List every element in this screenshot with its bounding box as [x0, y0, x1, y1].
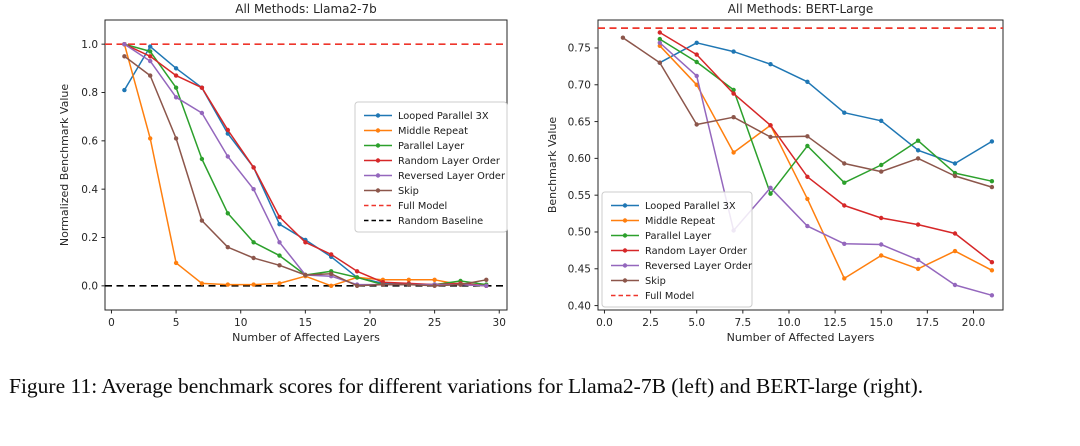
- x-tick-label: 20.0: [962, 317, 985, 329]
- y-tick-label: 0.70: [568, 79, 591, 91]
- x-axis-label: Number of Affected Layers: [232, 331, 380, 344]
- legend-label: Looped Parallel 3X: [645, 201, 736, 212]
- x-tick-label: 10: [234, 317, 247, 329]
- series-skip: [122, 54, 489, 288]
- x-tick-label: 0.0: [596, 317, 613, 329]
- legend: Looped Parallel 3X Middle Repeat Parallel …: [354, 101, 508, 233]
- bert-large-chart: 0.0 2.5 5.0 7.5 10.0 12.5 15.0 17.5 20.0 0.40 0.45…: [546, 2, 1004, 344]
- chart-title: All Methods: Llama2-7b: [235, 2, 376, 16]
- legend-label: Random Layer Order: [645, 246, 748, 257]
- legend-label: Full Model: [398, 201, 447, 212]
- y-tick-label: 0.8: [81, 87, 98, 99]
- chart-title: All Methods: BERT-Large: [728, 2, 873, 16]
- legend-label: Skip: [398, 186, 419, 197]
- llama2-7b-chart: 0 5 10 15 20 25 30 0.0 0.2 0.4 0.6 0.8 1.0 Number of …: [58, 2, 508, 344]
- legend-label: Parallel Layer: [645, 231, 712, 242]
- y-tick-label: 0.0: [81, 281, 98, 293]
- y-tick-label: 0.45: [568, 263, 591, 275]
- y-tick-label: 0.4: [81, 184, 98, 196]
- x-tick-label: 0: [108, 317, 115, 329]
- legend-label: Middle Repeat: [645, 216, 715, 227]
- y-tick-label: 0.55: [568, 190, 591, 202]
- x-tick-label: 15: [299, 317, 312, 329]
- x-tick-label: 25: [428, 317, 441, 329]
- charts-row: 0 5 10 15 20 25 30 0.0 0.2 0.4 0.6 0.8 1.0 Number of …: [58, 2, 1004, 344]
- y-tick-label: 0.2: [81, 232, 98, 244]
- legend-label: Random Layer Order: [398, 156, 501, 167]
- y-tick-label: 0.6: [81, 136, 98, 148]
- y-axis-label: Benchmark Value: [546, 117, 559, 214]
- x-tick-label: 15.0: [870, 317, 893, 329]
- y-tick-label: 0.40: [568, 300, 591, 312]
- y-tick-label: 0.75: [568, 43, 591, 55]
- x-tick-label: 20: [363, 317, 376, 329]
- series-reversed-layer-order: [657, 40, 995, 298]
- x-tick-label: 5.0: [688, 317, 705, 329]
- x-tick-label: 17.5: [916, 317, 939, 329]
- legend-label: Skip: [645, 276, 666, 287]
- figure-caption: Figure 11: Average benchmark scores for …: [9, 374, 924, 398]
- series-random-layer-order: [657, 30, 995, 265]
- x-tick-label: 30: [493, 317, 506, 329]
- y-tick-label: 0.50: [568, 227, 591, 239]
- legend-label: Random Baseline: [398, 216, 483, 227]
- x-axis-label: Number of Affected Layers: [727, 331, 875, 344]
- legend-label: Middle Repeat: [398, 126, 468, 137]
- x-tick-label: 7.5: [734, 317, 751, 329]
- legend: Looped Parallel 3X Middle Repeat Parallel …: [601, 191, 753, 308]
- series-skip: [620, 35, 995, 190]
- legend-label: Looped Parallel 3X: [398, 111, 489, 122]
- y-tick-label: 0.60: [568, 153, 591, 165]
- x-tick-label: 2.5: [642, 317, 659, 329]
- axis-ticks: 0 5 10 15 20 25 30 0.0 0.2 0.4 0.6 0.8 1.0: [81, 39, 506, 329]
- y-axis-label: Normalized Benchmark Value: [58, 84, 71, 246]
- axis-ticks: 0.0 2.5 5.0 7.5 10.0 12.5 15.0 17.5 20.0 0.40 0.45…: [568, 43, 986, 329]
- y-tick-label: 0.65: [568, 116, 591, 128]
- x-tick-label: 12.5: [823, 317, 846, 329]
- x-tick-label: 5: [173, 317, 180, 329]
- legend-label: Parallel Layer: [398, 141, 465, 152]
- y-tick-label: 1.0: [81, 39, 98, 51]
- legend-label: Reversed Layer Order: [398, 171, 506, 182]
- legend-label: Full Model: [645, 291, 694, 302]
- legend-label: Reversed Layer Order: [645, 261, 753, 272]
- x-tick-label: 10.0: [777, 317, 800, 329]
